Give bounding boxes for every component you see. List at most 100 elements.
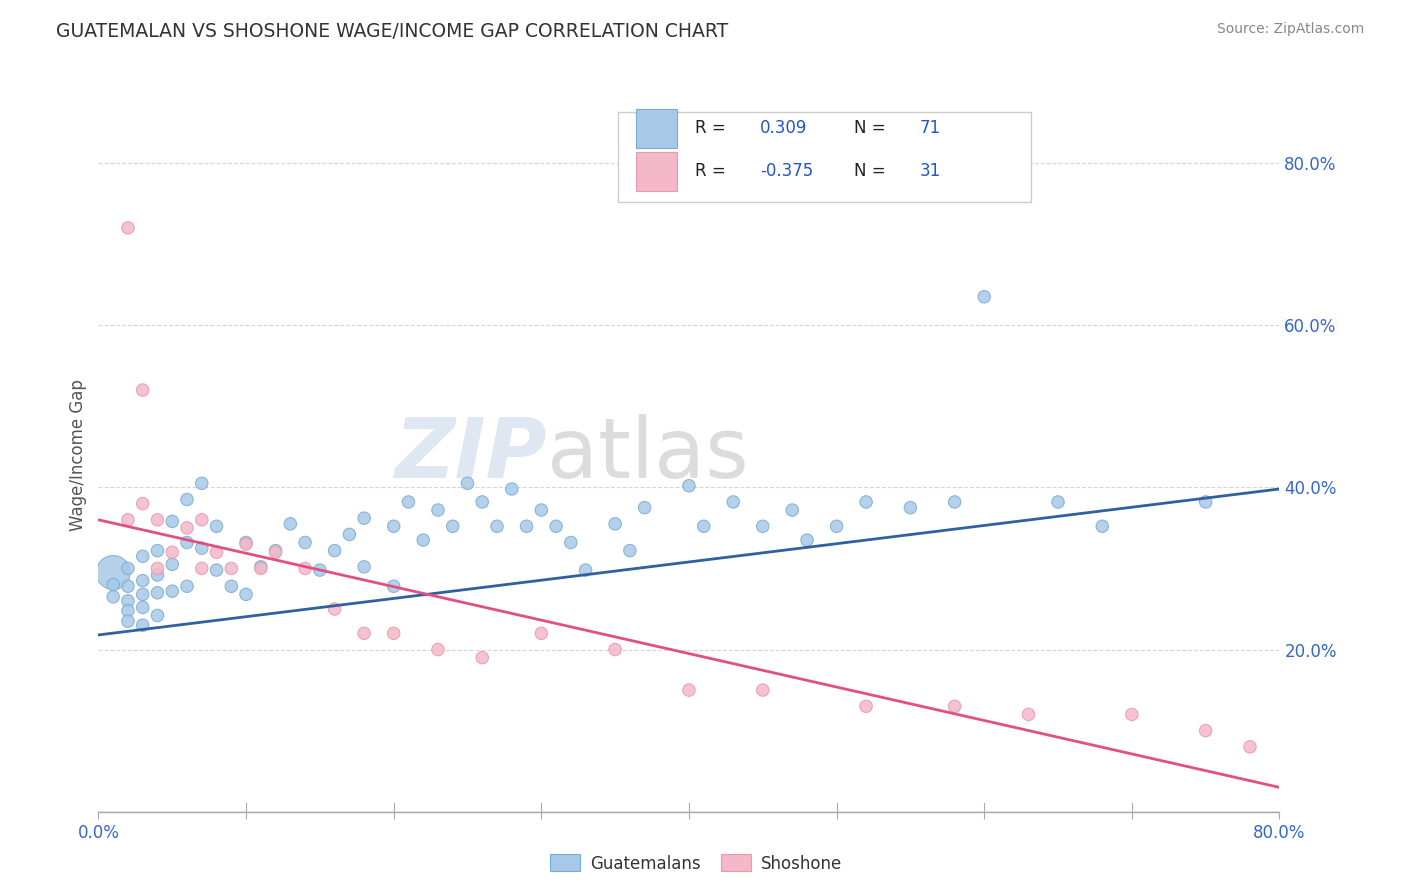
Point [117,579,139,593]
Text: N =: N = [855,120,891,137]
Point [471,495,494,509]
Point [191,541,214,556]
Point [146,586,169,600]
Point [605,516,627,531]
Point [250,561,273,575]
Point [278,516,302,531]
Point [1017,707,1039,722]
Point [264,543,287,558]
FancyBboxPatch shape [619,112,1032,202]
Point [693,519,716,533]
Point [1195,495,1218,509]
Point [219,579,242,593]
Point [103,577,125,591]
Point [132,383,155,397]
Point [353,626,375,640]
Bar [636,152,678,191]
Point [382,579,405,593]
Bar [636,109,678,148]
Point [117,513,139,527]
Point [162,584,183,599]
Point [146,513,169,527]
Point [782,503,804,517]
Point [546,519,568,533]
Point [162,558,183,572]
Point [605,642,627,657]
Point [176,579,198,593]
Point [382,626,405,640]
Point [486,519,509,533]
Point [146,608,169,623]
Point [723,495,745,509]
Point [132,497,155,511]
Point [456,476,478,491]
Point [205,563,228,577]
Point [515,519,537,533]
Point [176,521,198,535]
Point [382,519,405,533]
Point [441,519,464,533]
Text: R =: R = [695,120,731,137]
Text: ZIP: ZIP [395,415,547,495]
Legend: Guatemalans, Shoshone: Guatemalans, Shoshone [543,847,849,880]
Point [560,535,582,549]
Point [294,535,316,549]
Point [146,568,169,582]
Point [471,650,494,665]
Point [855,495,877,509]
Point [235,535,257,549]
Point [205,545,228,559]
Point [678,479,700,493]
Point [219,561,242,575]
Point [1239,739,1261,754]
Point [117,561,139,575]
Point [132,587,155,601]
Text: R =: R = [695,162,731,180]
Point [235,537,257,551]
Point [751,519,773,533]
Point [323,602,346,616]
Point [619,543,641,558]
Point [309,563,332,577]
Y-axis label: Wage/Income Gap: Wage/Income Gap [69,379,87,531]
Point [412,533,434,547]
Text: 31: 31 [920,162,941,180]
Point [103,566,125,580]
Point [943,495,966,509]
Point [103,590,125,604]
Point [427,503,450,517]
Point [132,618,155,632]
Point [396,495,419,509]
Point [146,543,169,558]
Point [117,614,139,628]
Point [900,500,922,515]
Text: N =: N = [855,162,891,180]
Point [146,561,169,575]
Text: 0.309: 0.309 [759,120,807,137]
Point [191,476,214,491]
Point [294,561,316,575]
Point [117,220,139,235]
Point [132,574,155,588]
Point [825,519,848,533]
Point [235,587,257,601]
Point [205,519,228,533]
Point [339,527,360,541]
Point [751,683,773,698]
Point [176,535,198,549]
Point [353,511,375,525]
Point [132,600,155,615]
Point [1195,723,1218,738]
Point [855,699,877,714]
Point [162,545,183,559]
Text: GUATEMALAN VS SHOSHONE WAGE/INCOME GAP CORRELATION CHART: GUATEMALAN VS SHOSHONE WAGE/INCOME GAP C… [56,22,728,41]
Point [323,543,346,558]
Point [574,563,596,577]
Text: atlas: atlas [547,415,749,495]
Point [1121,707,1143,722]
Point [973,290,995,304]
Point [796,533,818,547]
Point [132,549,155,564]
Text: 71: 71 [920,120,941,137]
Point [678,683,700,698]
